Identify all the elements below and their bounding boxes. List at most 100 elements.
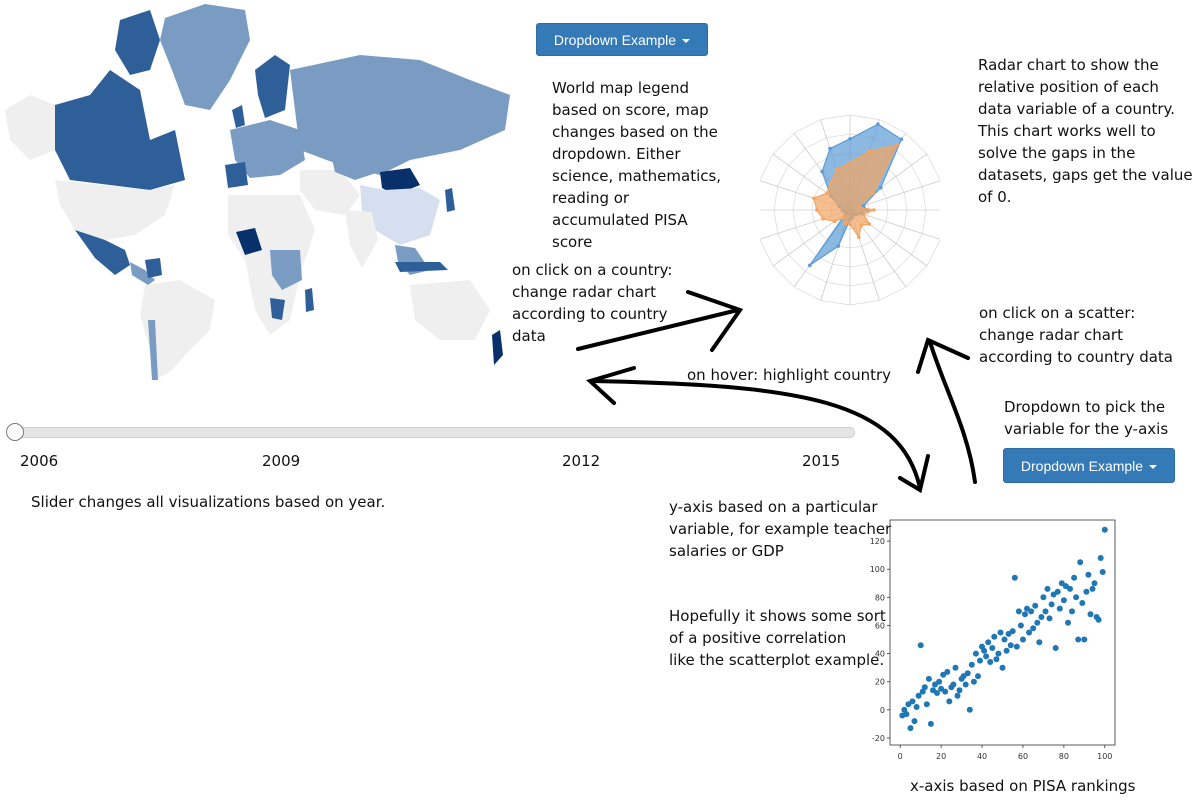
scatter-point[interactable] (1028, 608, 1035, 615)
scatter-point[interactable] (964, 670, 971, 677)
map-region-uk[interactable] (232, 105, 245, 128)
scatter-point[interactable] (1071, 574, 1078, 581)
scatter-point[interactable] (1011, 574, 1018, 581)
scatter-point[interactable] (1001, 636, 1008, 643)
map-region-chile[interactable] (148, 320, 158, 380)
scatter-point[interactable] (962, 681, 969, 688)
scatter-point[interactable] (1038, 614, 1045, 620)
scatter-point[interactable] (1081, 636, 1088, 643)
scatter-point[interactable] (1048, 601, 1055, 608)
scatter-point[interactable] (952, 664, 959, 671)
map-region-alaska[interactable] (5, 95, 55, 160)
scatter-point[interactable] (1069, 608, 1075, 615)
map-region-usa[interactable] (55, 180, 175, 240)
map-region-kazakhstan[interactable] (330, 150, 385, 180)
scatter-point[interactable] (1026, 629, 1033, 636)
yaxis-dropdown-button[interactable]: Dropdown Example (1003, 448, 1175, 483)
map-region-colombia[interactable] (145, 258, 162, 278)
scatter-point[interactable] (1085, 571, 1092, 578)
map-region-central-africa[interactable] (270, 250, 302, 290)
year-slider-handle[interactable] (6, 423, 24, 441)
scatter-point[interactable] (1015, 608, 1022, 615)
scatter-point[interactable] (907, 725, 914, 732)
scatter-point[interactable] (1044, 585, 1051, 592)
world-map[interactable] (0, 0, 512, 385)
scatter-point[interactable] (925, 675, 932, 682)
scatter-point[interactable] (977, 657, 983, 664)
scatter-point[interactable] (983, 653, 990, 660)
map-region-australia[interactable] (410, 280, 490, 340)
scatter-point[interactable] (1017, 622, 1024, 629)
map-region-russia[interactable] (290, 55, 510, 175)
map-region-iberia[interactable] (225, 162, 248, 188)
scatter-point[interactable] (1032, 602, 1039, 609)
scatter-point[interactable] (1007, 642, 1014, 649)
map-region-central-america[interactable] (130, 262, 155, 285)
scatter-point[interactable] (1099, 569, 1106, 575)
scatter-point[interactable] (1091, 580, 1098, 587)
map-region-mexico[interactable] (75, 230, 130, 275)
scatter-point[interactable] (1077, 559, 1084, 566)
map-region-china[interactable] (360, 185, 440, 245)
scatter-point[interactable] (1030, 625, 1037, 632)
scatter-point[interactable] (1073, 594, 1080, 601)
scatter-point[interactable] (1054, 588, 1061, 595)
map-region-middle-east[interactable] (300, 170, 360, 215)
scatter-point[interactable] (1009, 628, 1016, 635)
map-region-greenland[interactable] (160, 4, 250, 110)
scatter-point[interactable] (1013, 643, 1020, 650)
map-region-japan[interactable] (445, 188, 455, 212)
scatter-point[interactable] (975, 673, 981, 680)
scatter-point[interactable] (913, 704, 920, 710)
scatter-point[interactable] (999, 664, 1006, 671)
scatter-point[interactable] (1040, 594, 1047, 601)
scatter-point[interactable] (1022, 611, 1028, 618)
scatter-point[interactable] (917, 642, 924, 649)
scatter-point[interactable] (911, 718, 918, 725)
scatter-point[interactable] (1060, 597, 1067, 604)
scatter-point[interactable] (915, 692, 922, 699)
scatter-point[interactable] (1065, 619, 1071, 626)
scatter-point[interactable] (1075, 636, 1082, 643)
scatter-point[interactable] (972, 650, 979, 657)
map-region-scandinavia[interactable] (255, 55, 290, 118)
map-region-canada[interactable] (55, 70, 185, 190)
scatter-point[interactable] (942, 688, 949, 695)
radar-chart[interactable] (760, 60, 940, 350)
scatter-point[interactable] (987, 659, 994, 665)
scatter-point[interactable] (903, 711, 910, 718)
scatter-point[interactable] (921, 684, 928, 691)
map-region-mongolia[interactable] (380, 168, 420, 195)
scatter-point[interactable] (1089, 585, 1096, 592)
scatter-point[interactable] (1046, 615, 1053, 622)
scatter-plot[interactable]: 0 20 40 60 80 100 -20 0 20 40 60 80 100 120 (855, 515, 1125, 770)
scatter-point[interactable] (1052, 645, 1059, 651)
map-region-india[interactable] (345, 210, 378, 268)
scatter-point[interactable] (968, 661, 975, 668)
scatter-point[interactable] (1036, 639, 1043, 646)
scatter-point[interactable] (954, 692, 961, 699)
scatter-point[interactable] (1079, 600, 1086, 606)
scatter-point[interactable] (991, 633, 998, 640)
map-region-arctic-islands[interactable] (115, 10, 160, 75)
scatter-point[interactable] (956, 687, 963, 694)
scatter-point[interactable] (970, 678, 977, 685)
scatter-point[interactable] (909, 698, 916, 705)
scatter-point[interactable] (1095, 616, 1102, 623)
map-region-madagascar[interactable] (305, 288, 314, 312)
scatter-point[interactable] (993, 656, 1000, 663)
scatter-point[interactable] (923, 701, 930, 708)
scatter-point[interactable] (1083, 588, 1090, 595)
scatter-point[interactable] (1034, 619, 1041, 626)
scatter-point[interactable] (1097, 555, 1104, 561)
scatter-point[interactable] (1101, 526, 1108, 533)
scatter-point[interactable] (981, 647, 988, 654)
scatter-point[interactable] (936, 678, 943, 685)
map-region-europe[interactable] (230, 120, 305, 178)
scatter-point[interactable] (944, 668, 951, 675)
scatter-point[interactable] (985, 639, 992, 646)
year-slider-track[interactable] (8, 427, 855, 438)
map-region-indonesia[interactable] (395, 262, 448, 272)
scatter-point[interactable] (997, 629, 1004, 636)
map-region-west-africa[interactable] (236, 228, 262, 255)
